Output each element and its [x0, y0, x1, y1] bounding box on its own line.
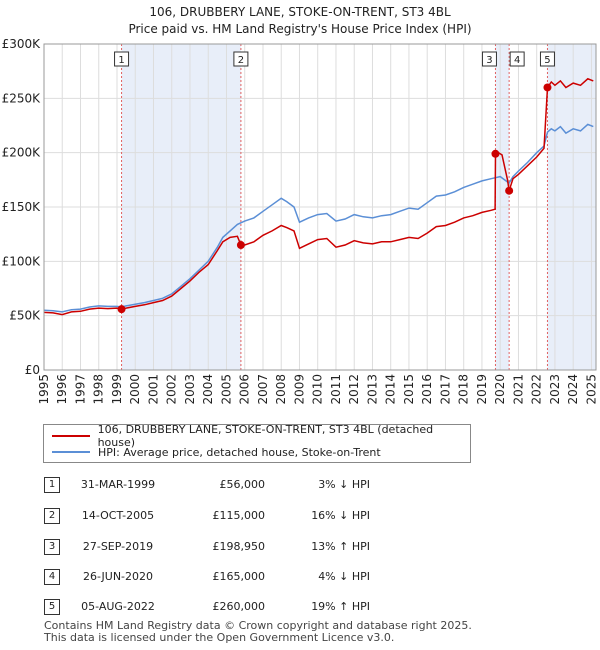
transaction-label: 5 [544, 55, 550, 66]
y-tick-label: £50K [9, 309, 41, 323]
transaction-date: 27-SEP-2019 [82, 540, 154, 553]
y-tick-label: £250K [2, 91, 42, 105]
footer-copyright: Contains HM Land Registry data © Crown c… [44, 619, 472, 632]
transaction-row: 5 05-AUG-2022 £260,000 19% ↑ HPI [0, 597, 600, 617]
transaction-date: 26-JUN-2020 [82, 570, 154, 583]
x-tick-label: 1998 [92, 374, 106, 405]
sale-point [236, 241, 245, 250]
transaction-date: 14-OCT-2005 [81, 509, 155, 522]
x-tick-label: 2015 [402, 374, 416, 405]
sale-point [117, 305, 126, 314]
x-tick-label: 2002 [165, 374, 179, 405]
transaction-hpi: 4% ↓ HPI [318, 570, 370, 583]
transaction-label-box [114, 51, 130, 67]
x-tick-label: 2020 [493, 374, 507, 405]
transaction-label: 4 [514, 55, 520, 66]
x-tick-label: 2017 [438, 374, 452, 405]
transaction-label-box [539, 51, 555, 67]
price-chart: £0 £50K £100K £150K £200K £250K £300K 1995 1996 1… [2, 37, 599, 405]
transaction-row: 2 14-OCT-2005 £115,000 16% ↓ HPI [0, 506, 600, 526]
x-tick-label: 2003 [183, 374, 197, 405]
plot-area-border [43, 43, 597, 371]
transaction-price: £165,000 [212, 570, 266, 583]
x-tick-label: 2024 [566, 374, 580, 405]
y-tick-label: £100K [2, 254, 42, 268]
x-tick-label: 1996 [55, 374, 69, 405]
transaction-date: 31-MAR-1999 [80, 478, 156, 491]
x-tick-label: 2006 [238, 374, 252, 405]
x-tick-label: 2000 [128, 374, 142, 405]
x-tick-label: 2014 [384, 374, 398, 405]
x-tick-label: 2018 [457, 374, 471, 405]
y-tick-label: £200K [2, 146, 42, 160]
transaction-number: 3 [44, 539, 60, 555]
transaction-label-box [509, 51, 525, 67]
x-tick-label: 2019 [475, 374, 489, 405]
transaction-row: 3 27-SEP-2019 £198,950 13% ↑ HPI [0, 537, 600, 557]
transaction-row: 1 31-MAR-1999 £56,000 3% ↓ HPI [0, 475, 600, 495]
legend-label-hpi: HPI: Average price, detached house, Stok… [98, 445, 381, 459]
transaction-date: 05-AUG-2022 [81, 600, 155, 613]
sale-point [505, 186, 514, 195]
transaction-label: 2 [238, 55, 244, 66]
legend-swatch-property [52, 435, 90, 437]
legend-label-property: 106, DRUBBERY LANE, STOKE-ON-TRENT, ST3 … [97, 423, 434, 449]
transaction-price: £115,000 [212, 509, 266, 522]
x-tick-label: 2012 [347, 374, 361, 405]
x-tick-label: 2009 [292, 374, 306, 405]
x-tick-label: 1997 [73, 374, 87, 405]
x-tick-label: 2001 [146, 374, 160, 405]
x-tick-label: 2025 [584, 374, 598, 405]
x-tick-label: 2010 [311, 374, 325, 405]
x-tick-label: 2022 [530, 374, 544, 405]
x-tick-label: 2016 [420, 374, 434, 405]
transaction-price: £56,000 [219, 478, 266, 491]
footer-license: This data is licensed under the Open Gov… [44, 631, 395, 644]
transaction-hpi: 13% ↑ HPI [311, 540, 370, 553]
sale-point [543, 83, 552, 92]
hpi-line [43, 123, 594, 313]
legend-item-hpi: HPI: Average price, detached house, Stok… [52, 444, 381, 460]
transaction-label: 1 [118, 55, 124, 66]
legend-item-property: 106, DRUBBERY LANE, STOKE-ON-TRENT, ST3 … [52, 423, 470, 449]
y-tick-label: £0 [25, 363, 40, 377]
x-tick-label: 2023 [548, 374, 562, 405]
x-tick-label: 2004 [201, 374, 215, 405]
sale-point [491, 149, 500, 158]
transaction-hpi: 19% ↑ HPI [311, 600, 370, 613]
transaction-number: 4 [44, 569, 60, 585]
x-tick-label: 2011 [329, 374, 343, 405]
transaction-price: £198,950 [212, 540, 266, 553]
legend-swatch-hpi [52, 451, 90, 453]
transaction-label-box [233, 51, 249, 67]
transaction-row: 4 26-JUN-2020 £165,000 4% ↓ HPI [0, 567, 600, 587]
transaction-number: 2 [44, 508, 60, 524]
x-tick-label: 2005 [219, 374, 233, 405]
property-price-line [43, 77, 594, 316]
x-tick-label: 1995 [37, 374, 51, 405]
chart-subtitle: Price paid vs. HM Land Registry's House … [128, 22, 472, 36]
x-tick-label: 2013 [365, 374, 379, 405]
y-tick-label: £150K [2, 200, 42, 214]
x-tick-label: 2007 [256, 374, 270, 405]
x-tick-label: 1999 [110, 374, 124, 405]
transaction-number: 5 [44, 599, 60, 615]
legend: 106, DRUBBERY LANE, STOKE-ON-TRENT, ST3 … [43, 423, 471, 463]
transaction-label: 3 [486, 55, 492, 66]
x-tick-label: 2008 [274, 374, 288, 405]
chart-title: 106, DRUBBERY LANE, STOKE-ON-TRENT, ST3 … [149, 5, 451, 19]
x-tick-label: 2021 [511, 374, 525, 405]
transaction-hpi: 3% ↓ HPI [318, 478, 370, 491]
transaction-price: £260,000 [212, 600, 266, 613]
transaction-hpi: 16% ↓ HPI [311, 509, 370, 522]
transaction-label-box [481, 51, 497, 67]
y-tick-label: £300K [2, 37, 42, 51]
transaction-number: 1 [44, 477, 60, 493]
